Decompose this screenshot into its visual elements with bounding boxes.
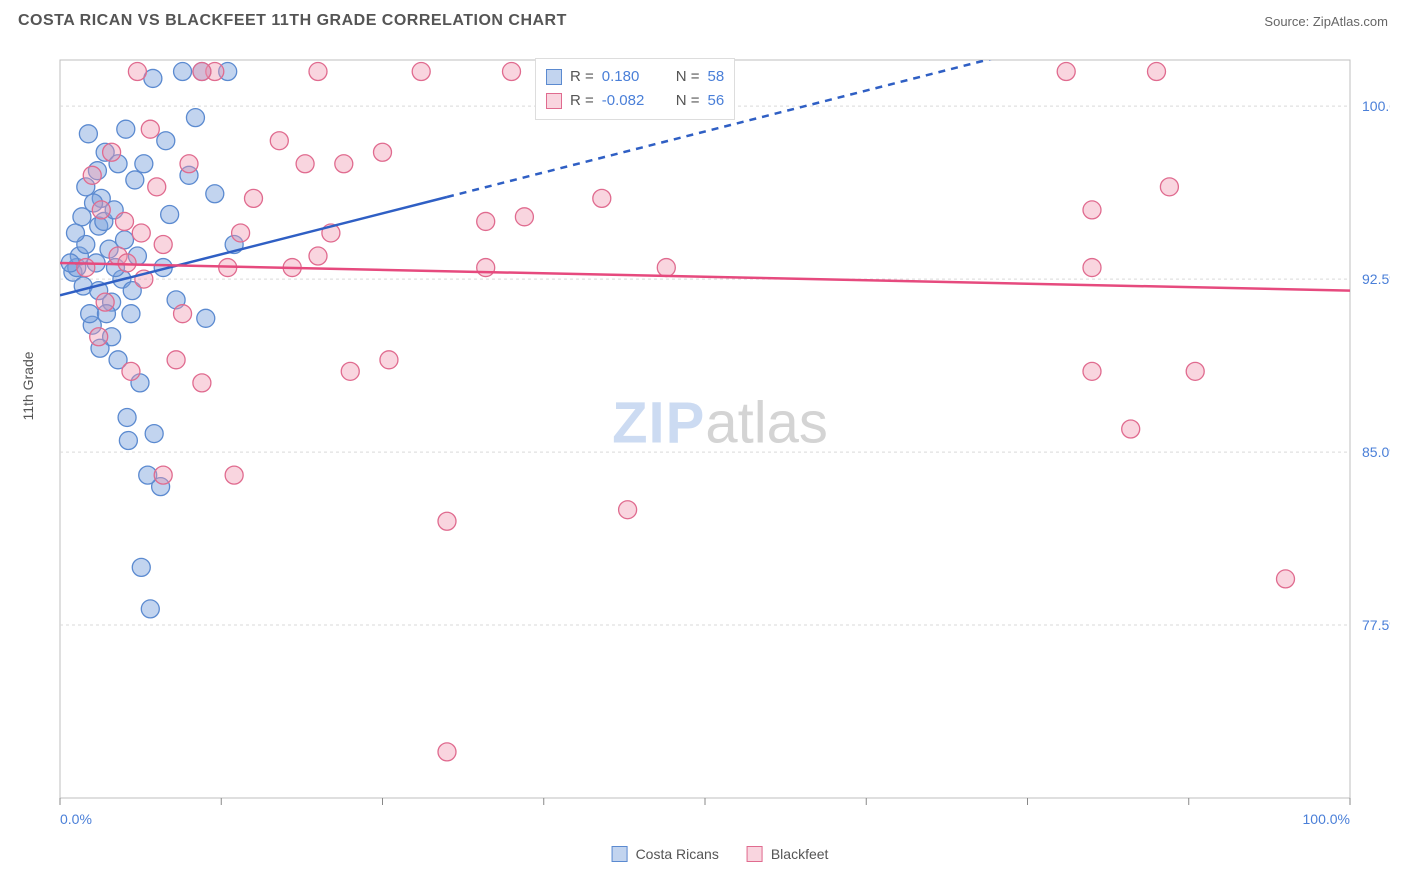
svg-text:77.5%: 77.5% — [1362, 617, 1390, 633]
r-value-blackfeet: -0.082 — [602, 89, 662, 113]
scatter-plot-svg: 77.5% 85.0% 92.5% 100.0% 0.0% 100.0% — [50, 50, 1390, 840]
y-axis-title: 11th Grade — [20, 351, 36, 420]
legend-label-costa-ricans: Costa Ricans — [636, 846, 719, 862]
legend-item-blackfeet: Blackfeet — [747, 846, 829, 862]
chart-title: COSTA RICAN VS BLACKFEET 11TH GRADE CORR… — [18, 12, 567, 30]
legend-label-blackfeet: Blackfeet — [771, 846, 829, 862]
r-label: R = — [570, 65, 594, 89]
svg-text:0.0%: 0.0% — [60, 811, 92, 827]
r-label: R = — [570, 89, 594, 113]
legend-swatch-blackfeet — [546, 93, 562, 109]
source-label: Source: — [1264, 14, 1309, 29]
svg-text:85.0%: 85.0% — [1362, 444, 1390, 460]
svg-text:100.0%: 100.0% — [1362, 98, 1390, 114]
source-link[interactable]: ZipAtlas.com — [1313, 14, 1388, 29]
legend-row-costa-ricans: R = 0.180 N = 58 — [546, 65, 724, 89]
r-value-costa-ricans: 0.180 — [602, 65, 662, 89]
source-attribution: Source: ZipAtlas.com — [1264, 14, 1388, 29]
legend-swatch-costa-ricans — [612, 846, 628, 862]
legend-swatch-blackfeet — [747, 846, 763, 862]
series-legend: Costa Ricans Blackfeet — [612, 846, 829, 862]
n-value-costa-ricans: 58 — [708, 65, 725, 89]
legend-row-blackfeet: R = -0.082 N = 56 — [546, 89, 724, 113]
svg-text:92.5%: 92.5% — [1362, 271, 1390, 287]
legend-item-costa-ricans: Costa Ricans — [612, 846, 719, 862]
svg-text:100.0%: 100.0% — [1303, 811, 1350, 827]
legend-swatch-costa-ricans — [546, 69, 562, 85]
correlation-legend: R = 0.180 N = 58 R = -0.082 N = 56 — [535, 58, 735, 120]
correlation-chart: 11th Grade 77.5%85.0%92.5%100.0%0.0%100.… — [50, 50, 1390, 860]
n-value-blackfeet: 56 — [708, 89, 725, 113]
n-label: N = — [676, 89, 700, 113]
n-label: N = — [676, 65, 700, 89]
